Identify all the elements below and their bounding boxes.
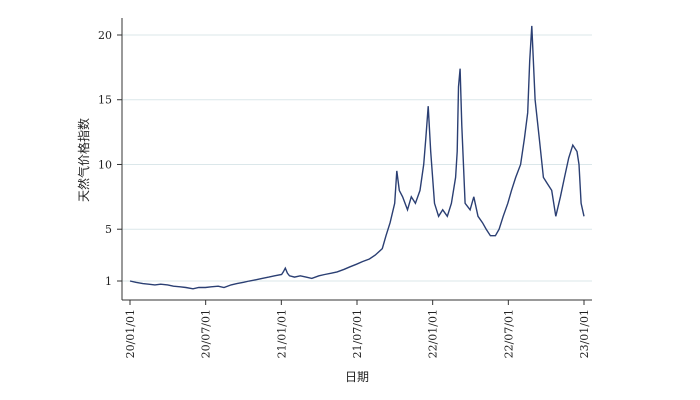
x-tick-label: 21/01/01 [275, 309, 288, 358]
x-ticks: 20/01/01 20/07/01 21/01/01 21/07/01 22/01/01… [124, 300, 591, 358]
y-tick-label: 15 [98, 94, 112, 107]
y-tick-label: 10 [98, 158, 112, 171]
x-tick-label: 20/07/01 [200, 309, 213, 358]
x-axis-label: 日期 [345, 370, 369, 384]
y-tick-label: 20 [98, 29, 112, 42]
x-tick-label: 21/07/01 [351, 309, 364, 358]
x-tick-label: 22/07/01 [502, 309, 515, 358]
gridlines [122, 34, 592, 282]
y-tick-label: 1 [105, 275, 112, 288]
y-tick-label: 5 [105, 223, 112, 236]
x-tick-label: 23/01/01 [578, 309, 591, 358]
y-axis-label: 天然气价格指数 [76, 118, 91, 202]
series-line [129, 25, 585, 290]
x-tick-label: 22/01/01 [427, 309, 440, 358]
x-tick-label: 20/01/01 [124, 309, 137, 358]
